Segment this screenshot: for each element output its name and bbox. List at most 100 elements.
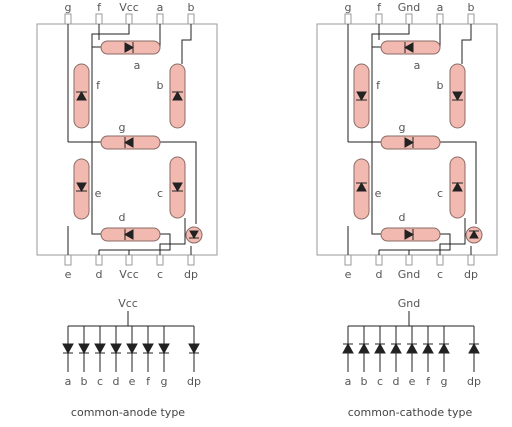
anode-schematic-label-c: c <box>97 375 103 388</box>
cathode-label-c: c <box>437 187 443 200</box>
anode-schematic-label-f: f <box>146 375 151 388</box>
cathode-bottom-pins: e d Gnd c dp <box>344 254 478 281</box>
anode-label-e: e <box>95 187 102 200</box>
anode-pin-vcc-bottom <box>125 254 133 266</box>
anode-segment-labels: a b c d e f g <box>95 59 164 224</box>
cathode-top-pins: g f Gnd a b <box>344 1 475 25</box>
anode-schematic-label-e: e <box>129 375 136 388</box>
anode-pin-b-top <box>187 13 195 25</box>
cathode-bottom-label-d: d <box>376 268 383 281</box>
anode-label-a: a <box>134 59 141 72</box>
cathode-segment-diodes <box>356 42 479 240</box>
cathode-schematic-diode-b: b <box>358 326 370 388</box>
anode-bottom-pins: e d Vcc c dp <box>64 254 198 281</box>
cathode-pin-g-top <box>344 13 352 25</box>
cathode-display: g f Gnd a b e d Gnd c dp <box>316 1 498 281</box>
cathode-schematic-label-b: b <box>361 375 368 388</box>
cathode-bottom-label-c: c <box>437 268 443 281</box>
anode-label-f: f <box>96 79 101 92</box>
anode-pin-vcc-top <box>125 13 133 25</box>
cathode-bottom-label-dp: dp <box>464 268 478 281</box>
anode-caption: common-anode type <box>71 406 185 419</box>
anode-label-g: g <box>119 121 126 134</box>
cathode-schematic-diode-g: g <box>438 326 450 388</box>
cathode-schematic-diode-f: f <box>422 326 434 388</box>
anode-bottom-label-c: c <box>157 268 163 281</box>
anode-pin-a-top <box>156 13 164 25</box>
cathode-pin-gnd-top <box>405 13 413 25</box>
anode-pin-d-bottom <box>95 254 103 266</box>
anode-pin-c-bottom <box>156 254 164 266</box>
anode-wiring <box>67 24 197 255</box>
anode-schematic-label-g: g <box>161 375 168 388</box>
anode-schematic-diode-e: e <box>126 326 138 388</box>
anode-top-label-g: g <box>65 1 72 14</box>
cathode-top-label-a: a <box>437 1 444 14</box>
cathode-segment-labels: a b c d e f g <box>375 59 444 224</box>
anode-label-d: d <box>119 211 126 224</box>
cathode-caption: common-cathode type <box>348 406 473 419</box>
anode-schematic-label-d: d <box>113 375 120 388</box>
anode-schematic-diode-g: g <box>158 326 170 388</box>
anode-schematic: Vcc a b c d e f g dp <box>62 297 201 388</box>
anode-schematic-diode-f: f <box>142 326 154 388</box>
cathode-schematic-diode-e: e <box>406 326 418 388</box>
anode-top-pins: g f Vcc a b <box>64 1 195 25</box>
cathode-top-label-gnd: Gnd <box>398 1 420 14</box>
anode-pin-dp-bottom <box>187 254 195 266</box>
cathode-pin-e-bottom <box>344 254 352 266</box>
cathode-schematic-label-g: g <box>441 375 448 388</box>
anode-schematic-diode-d: d <box>110 326 122 388</box>
anode-segment-diodes <box>76 42 199 240</box>
cathode-pin-gnd-bottom <box>405 254 413 266</box>
cathode-label-g: g <box>399 121 406 134</box>
anode-schematic-label-b: b <box>81 375 88 388</box>
anode-label-b: b <box>157 79 164 92</box>
anode-schematic-diode-dp: dp <box>187 326 201 388</box>
cathode-schematic-label-dp: dp <box>467 375 481 388</box>
cathode-label-a: a <box>414 59 421 72</box>
anode-top-label-vcc: Vcc <box>119 1 139 14</box>
anode-schematic-label-a: a <box>65 375 72 388</box>
anode-schematic-diode-a: a <box>62 326 74 388</box>
cathode-top-label-f: f <box>377 1 382 14</box>
anode-schematic-label-dp: dp <box>187 375 201 388</box>
cathode-top-label-b: b <box>468 1 475 14</box>
anode-display: g f Vcc a b e d Vcc c dp <box>36 1 218 281</box>
anode-pin-g-top <box>64 13 72 25</box>
cathode-pin-a-top <box>436 13 444 25</box>
anode-bottom-label-dp: dp <box>184 268 198 281</box>
anode-schematic-diode-b: b <box>78 326 90 388</box>
cathode-schematic-label-f: f <box>426 375 431 388</box>
cathode-schematic-diode-c: c <box>374 326 386 388</box>
cathode-schematic-label-a: a <box>345 375 352 388</box>
cathode-label-b: b <box>437 79 444 92</box>
cathode-wiring <box>347 24 477 255</box>
anode-bottom-label-d: d <box>96 268 103 281</box>
anode-bus-label: Vcc <box>118 297 138 310</box>
cathode-label-e: e <box>375 187 382 200</box>
anode-pin-f-top <box>95 13 103 25</box>
cathode-pin-d-bottom <box>375 254 383 266</box>
anode-label-c: c <box>157 187 163 200</box>
cathode-schematic-diode-d: d <box>390 326 402 388</box>
cathode-schematic-label-e: e <box>409 375 416 388</box>
anode-pin-e-bottom <box>64 254 72 266</box>
cathode-label-f: f <box>376 79 381 92</box>
cathode-top-label-g: g <box>345 1 352 14</box>
cathode-pin-dp-bottom <box>467 254 475 266</box>
cathode-pin-f-top <box>375 13 383 25</box>
cathode-pin-b-top <box>467 13 475 25</box>
anode-bottom-label-vcc: Vcc <box>119 268 139 281</box>
anode-bottom-label-e: e <box>65 268 72 281</box>
cathode-bottom-label-gnd: Gnd <box>398 268 420 281</box>
anode-top-label-b: b <box>188 1 195 14</box>
anode-top-label-f: f <box>97 1 102 14</box>
cathode-label-d: d <box>399 211 406 224</box>
cathode-schematic: Gnd a b c d e f g dp <box>342 297 481 388</box>
cathode-schematic-diode-dp: dp <box>467 326 481 388</box>
cathode-schematic-diode-a: a <box>342 326 354 388</box>
cathode-pin-c-bottom <box>436 254 444 266</box>
anode-schematic-diode-c: c <box>94 326 106 388</box>
